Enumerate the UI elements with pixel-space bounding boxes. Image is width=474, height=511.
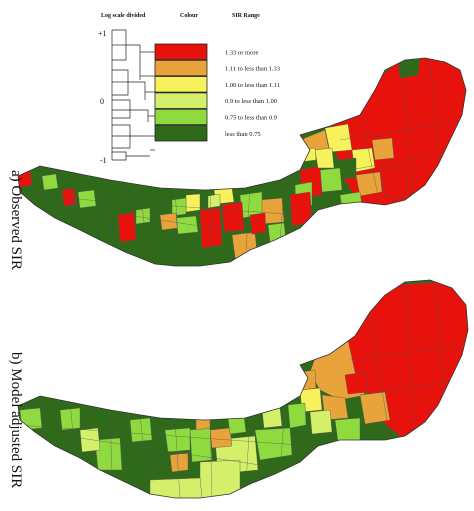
region — [209, 427, 233, 449]
region — [287, 402, 307, 429]
legend-range-label: 0.75 to less than 0.9 — [225, 114, 277, 121]
region — [344, 371, 369, 395]
region — [289, 191, 313, 227]
region — [189, 427, 213, 463]
map-b-boundaries — [18, 281, 467, 498]
region — [164, 427, 191, 453]
legend-axis-top: +1 — [98, 29, 107, 38]
region — [249, 212, 267, 235]
log-scale-bracket — [111, 29, 155, 161]
region — [185, 193, 201, 213]
region — [355, 171, 383, 197]
map-b-label: b) Model adjusted SIR — [8, 352, 24, 488]
legend-swatch — [154, 43, 208, 60]
map-a-boundaries — [18, 59, 466, 266]
region — [59, 407, 81, 431]
legend-swatch — [154, 125, 208, 142]
region — [207, 193, 221, 209]
region — [379, 167, 409, 199]
region — [61, 187, 77, 207]
region — [77, 189, 97, 209]
region — [171, 197, 187, 217]
legend-axis-mid: 0 — [100, 97, 104, 106]
region — [94, 437, 123, 471]
region — [129, 417, 153, 443]
legend-range-label: less than 0.75 — [225, 131, 261, 138]
region — [324, 123, 353, 153]
legend-header-range: SIR Range — [232, 13, 260, 19]
region — [41, 173, 59, 191]
region — [371, 137, 395, 161]
map-a-label: a) Observed SIR — [8, 170, 24, 270]
region — [299, 369, 317, 391]
region — [79, 427, 101, 453]
legend-range-label: 1.00 to less than 1.11 — [225, 82, 280, 89]
legend-swatch — [154, 59, 208, 77]
region — [397, 58, 421, 79]
legend-range-label: 1.11 to less than 1.33 — [225, 66, 280, 73]
legend-axis-bottom: -1 — [100, 156, 107, 165]
region — [334, 417, 361, 443]
region — [195, 415, 211, 431]
region — [314, 147, 335, 169]
region — [299, 147, 317, 163]
legend-header-colour: Colour — [180, 13, 198, 19]
map-b-outline — [17, 279, 469, 499]
region — [339, 191, 363, 209]
legend-swatch — [154, 108, 208, 126]
legend-swatch — [154, 76, 208, 93]
map-model-adjusted-sir: b) Model adjusted SIR — [8, 279, 469, 499]
region — [319, 167, 343, 193]
region — [221, 201, 245, 233]
region — [309, 409, 333, 435]
legend: Log scale divided Colour SIR Range +1 0 … — [98, 13, 280, 165]
region — [135, 207, 151, 225]
region — [175, 215, 199, 235]
legend-range-label: 0.9 to less than 1.00 — [225, 98, 277, 105]
legend-range-label: 1.33 or more — [225, 49, 259, 56]
region — [359, 391, 391, 425]
legend-header-scale: Log scale divided — [101, 13, 146, 19]
region — [261, 407, 283, 429]
map-a-outline — [17, 57, 467, 267]
legend-swatch — [154, 92, 208, 109]
region — [169, 452, 189, 473]
region — [149, 477, 203, 498]
legend-swatches: 1.33 or more 1.11 to less than 1.33 1.00 t… — [154, 43, 280, 142]
region — [117, 211, 137, 243]
